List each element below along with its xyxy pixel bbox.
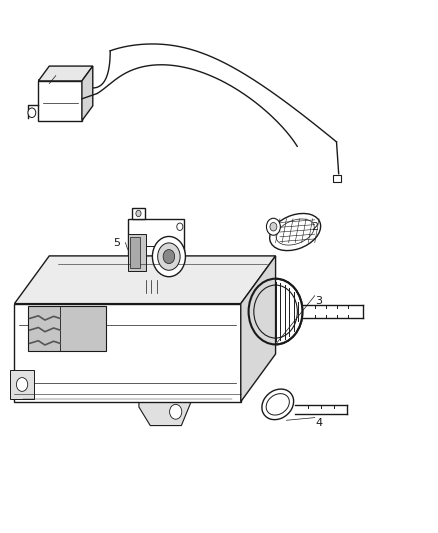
Circle shape xyxy=(16,377,28,391)
Circle shape xyxy=(136,211,141,216)
Polygon shape xyxy=(139,391,195,425)
Bar xyxy=(130,237,140,268)
Polygon shape xyxy=(82,66,93,120)
Text: 1: 1 xyxy=(37,78,44,88)
Polygon shape xyxy=(14,304,241,402)
Ellipse shape xyxy=(266,394,290,415)
Bar xyxy=(333,175,341,182)
Ellipse shape xyxy=(270,213,321,251)
Text: 2: 2 xyxy=(311,222,318,232)
Bar xyxy=(28,306,106,351)
Circle shape xyxy=(163,249,175,264)
Polygon shape xyxy=(127,219,184,280)
Ellipse shape xyxy=(262,389,293,419)
Circle shape xyxy=(158,243,180,270)
Polygon shape xyxy=(14,256,276,304)
Circle shape xyxy=(266,218,280,235)
Text: 4: 4 xyxy=(315,418,323,428)
Polygon shape xyxy=(241,256,276,402)
Circle shape xyxy=(170,405,182,419)
Bar xyxy=(295,406,347,414)
Text: 5: 5 xyxy=(113,238,120,248)
Polygon shape xyxy=(39,81,82,120)
Text: 3: 3 xyxy=(316,296,323,306)
Circle shape xyxy=(249,279,303,344)
Bar xyxy=(142,280,167,293)
Bar xyxy=(132,208,145,219)
Polygon shape xyxy=(39,66,93,81)
Circle shape xyxy=(270,222,277,231)
Circle shape xyxy=(152,237,185,277)
Bar xyxy=(127,234,146,271)
Bar xyxy=(10,370,34,399)
Bar xyxy=(303,305,364,318)
Circle shape xyxy=(28,108,36,117)
Circle shape xyxy=(177,223,183,230)
